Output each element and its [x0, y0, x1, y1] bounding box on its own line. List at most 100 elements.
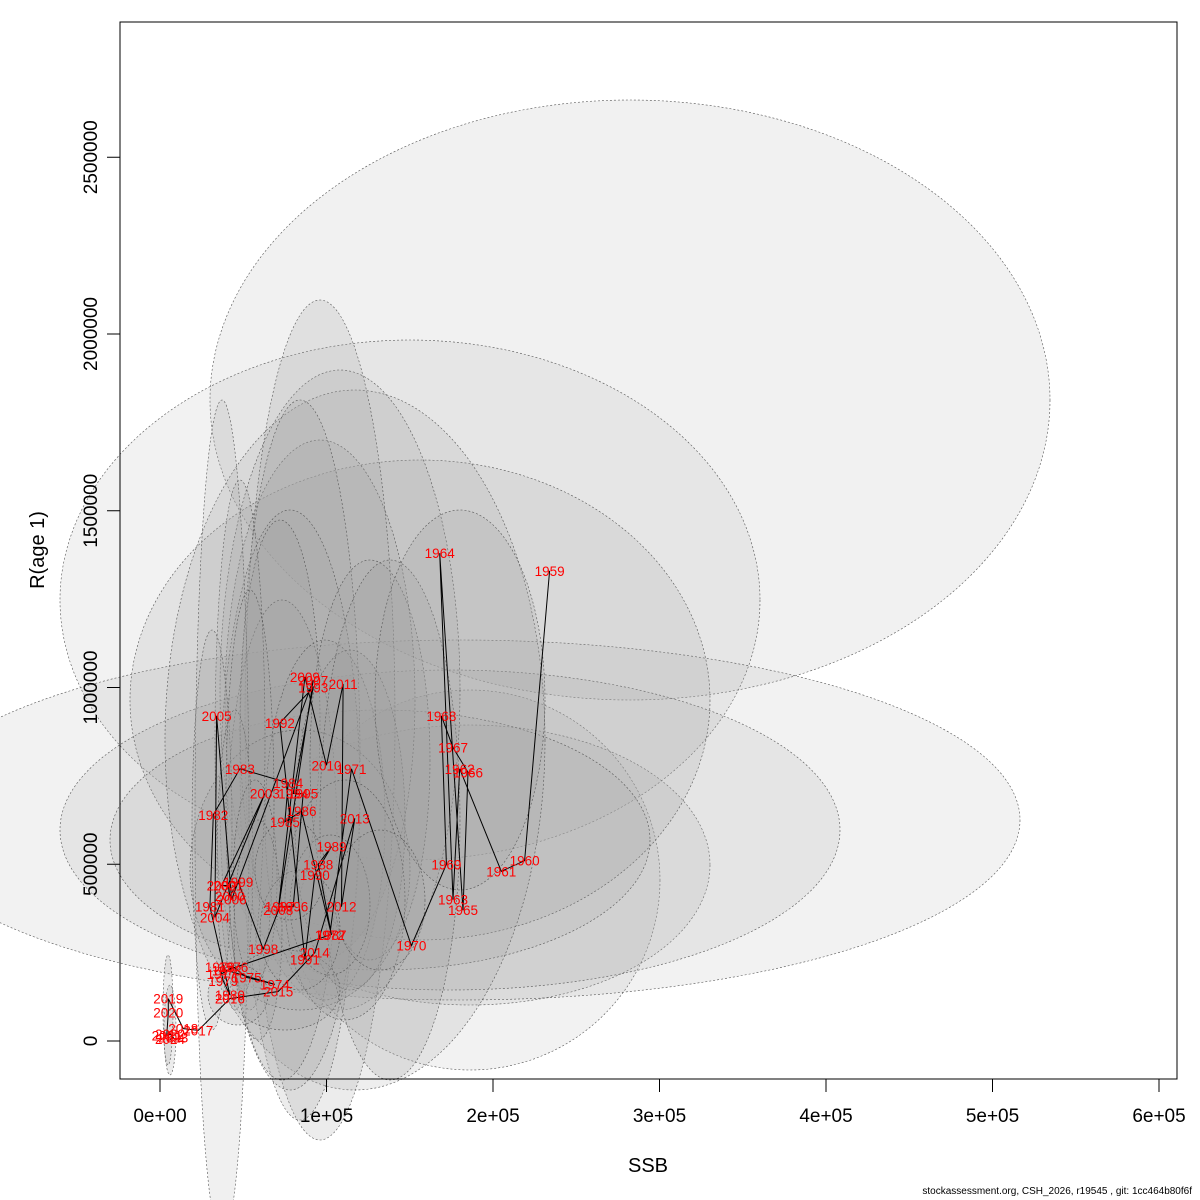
year-label-1969: 1969	[431, 857, 461, 872]
year-label-2023: 2023	[158, 1031, 188, 1046]
year-label-2003: 2003	[250, 787, 280, 802]
year-label-1966: 1966	[453, 765, 483, 780]
confidence-ellipse-26	[294, 649, 406, 991]
year-label-1993: 1993	[298, 681, 328, 696]
confidence-ellipse-3	[279, 689, 661, 1071]
confidence-ellipse-30	[374, 509, 546, 891]
year-label-1988: 1988	[303, 857, 333, 872]
year-label-1971: 1971	[336, 762, 366, 777]
year-label-1979: 1979	[208, 974, 238, 989]
year-label-2014: 2014	[300, 946, 331, 961]
x-tick-label: 1e+05	[300, 1106, 353, 1127]
confidence-ellipse-11	[224, 439, 416, 961]
confidence-ellipse-25	[233, 819, 283, 1041]
y-tick-label: 1500000	[81, 474, 102, 548]
confidence-ellipse-23	[225, 589, 275, 1011]
year-label-1973: 1973	[212, 963, 242, 978]
year-label-2015: 2015	[263, 985, 293, 1000]
year-label-2016: 2016	[215, 992, 245, 1007]
year-label-1995: 1995	[288, 787, 318, 802]
year-label-1992: 1992	[265, 716, 295, 731]
confidence-ellipse-9	[164, 389, 546, 1091]
confidence-ellipse-28	[319, 559, 461, 1081]
confidence-ellipse-5	[0, 639, 1021, 1001]
x-tick-label: 2e+05	[466, 1106, 519, 1127]
x-axis-label: SSB	[628, 1155, 668, 1177]
confidence-ellipse-7	[129, 459, 711, 941]
x-axis: 0e+00 1e+05 2e+05 3e+05 4e+05 5e+05 6e+05	[133, 1078, 1186, 1127]
year-label-1977: 1977	[207, 967, 237, 982]
confidence-ellipse-24	[232, 779, 278, 981]
year-label-2007: 2007	[298, 673, 328, 688]
year-label-2000: 2000	[215, 889, 245, 904]
x-tick-label: 5e+05	[966, 1106, 1019, 1127]
y-tick-label: 0	[81, 1036, 102, 1047]
year-label-1990: 1990	[300, 868, 330, 883]
confidence-ellipse-36	[334, 829, 426, 971]
confidence-ellipses	[0, 99, 1051, 1200]
year-label-1959: 1959	[535, 564, 565, 579]
year-label-2020: 2020	[153, 1006, 183, 1021]
y-tick-label: 1000000	[81, 651, 102, 725]
confidence-ellipse-4	[229, 724, 711, 1006]
year-label-2022: 2022	[155, 1027, 185, 1042]
year-label-1964: 1964	[425, 546, 456, 561]
year-label-1967: 1967	[438, 741, 468, 756]
year-label-2002: 2002	[207, 879, 237, 894]
confidence-ellipse-35	[289, 834, 371, 976]
year-label-1974: 1974	[260, 977, 291, 992]
year-label-2019: 2019	[153, 992, 183, 1007]
year-label-1961: 1961	[486, 864, 516, 879]
year-label-2010: 2010	[311, 758, 341, 773]
year-label-1960: 1960	[510, 854, 540, 869]
x-tick-label: 0e+00	[133, 1106, 186, 1127]
year-label-2008: 2008	[263, 903, 293, 918]
year-label-1968: 1968	[426, 709, 456, 724]
trajectory-lines	[166, 553, 551, 1040]
y-axis-label: R(age 1)	[27, 511, 49, 589]
footer-attribution: stockassessment.org, CSH_2026, r19545 , …	[922, 1186, 1192, 1197]
confidence-ellipse-14	[219, 509, 361, 1091]
year-label-2013: 2013	[340, 811, 370, 826]
year-label-1970: 1970	[396, 939, 426, 954]
confidence-ellipse-10	[219, 369, 461, 1011]
year-label-1984: 1984	[273, 776, 304, 791]
y-tick-label: 2500000	[81, 120, 102, 194]
year-label-1980: 1980	[215, 988, 245, 1003]
year-label-1983: 1983	[225, 762, 255, 777]
year-label-1985: 1985	[270, 815, 300, 830]
trajectory-path	[166, 553, 551, 1040]
year-label-1986: 1986	[286, 804, 316, 819]
x-tick-label: 4e+05	[799, 1106, 852, 1127]
confidence-ellipse-29	[284, 779, 406, 1021]
year-label-2006: 2006	[217, 893, 247, 908]
year-label-1994: 1994	[278, 787, 309, 802]
year-label-2021: 2021	[152, 1029, 182, 1044]
y-tick-label: 500000	[81, 833, 102, 896]
year-label-2011: 2011	[329, 677, 358, 692]
year-label-2024: 2024	[155, 1032, 186, 1047]
year-label-1996: 1996	[278, 900, 308, 915]
y-axis: 0 500000 1000000 1500000 2000000 2500000	[81, 120, 121, 1047]
year-label-1962: 1962	[445, 762, 475, 777]
year-label-1998: 1998	[248, 942, 278, 957]
year-label-2009: 2009	[290, 670, 320, 685]
year-label-1981: 1981	[195, 900, 225, 915]
year-label-2012: 2012	[326, 900, 356, 915]
year-label-1963: 1963	[438, 893, 468, 908]
year-label-2004: 2004	[200, 910, 231, 925]
year-label-1972: 1972	[315, 928, 345, 943]
year-label-1975: 1975	[232, 970, 262, 985]
x-tick-label: 3e+05	[633, 1106, 686, 1127]
year-label-1987: 1987	[316, 928, 346, 943]
year-label-1991: 1991	[290, 953, 320, 968]
year-label-1982: 1982	[198, 808, 228, 823]
confidence-ellipse-19	[214, 479, 266, 1001]
year-label-2017: 2017	[183, 1023, 213, 1038]
y-tick-label: 2000000	[81, 297, 102, 371]
confidence-ellipse-1	[209, 99, 1051, 701]
confidence-ellipse-21	[191, 629, 233, 1031]
